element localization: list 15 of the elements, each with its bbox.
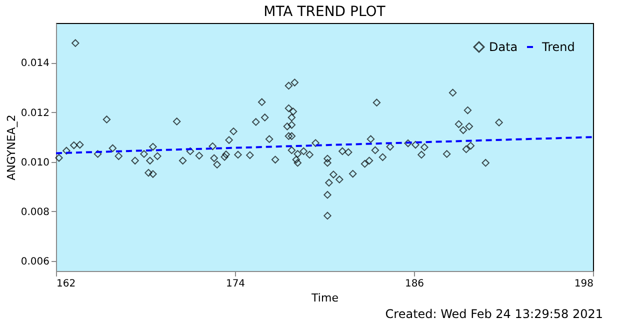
- x-axis-title: Time: [310, 292, 339, 304]
- y-tick-label: 0.010: [20, 157, 50, 168]
- legend-label: Data: [489, 40, 518, 54]
- text: Created: Wed Feb 24 13:29:58 2021: [385, 307, 603, 320]
- x-tick-label: 162: [56, 278, 76, 290]
- y-tick-label: 0.014: [20, 58, 50, 70]
- y-tick-label: 0.012: [20, 108, 50, 119]
- x-tick-label: 174: [226, 278, 246, 290]
- x-tick-label: 186: [404, 278, 424, 290]
- chart-title: MTA TREND PLOT: [264, 4, 386, 20]
- y-axis-title: ANGYNEA_2: [4, 114, 18, 180]
- x-tick-label: 198: [574, 278, 594, 290]
- y-tick-label: 0.006: [20, 256, 50, 268]
- y-tick-label: 0.008: [20, 206, 50, 218]
- legend-label: Trend: [541, 40, 575, 54]
